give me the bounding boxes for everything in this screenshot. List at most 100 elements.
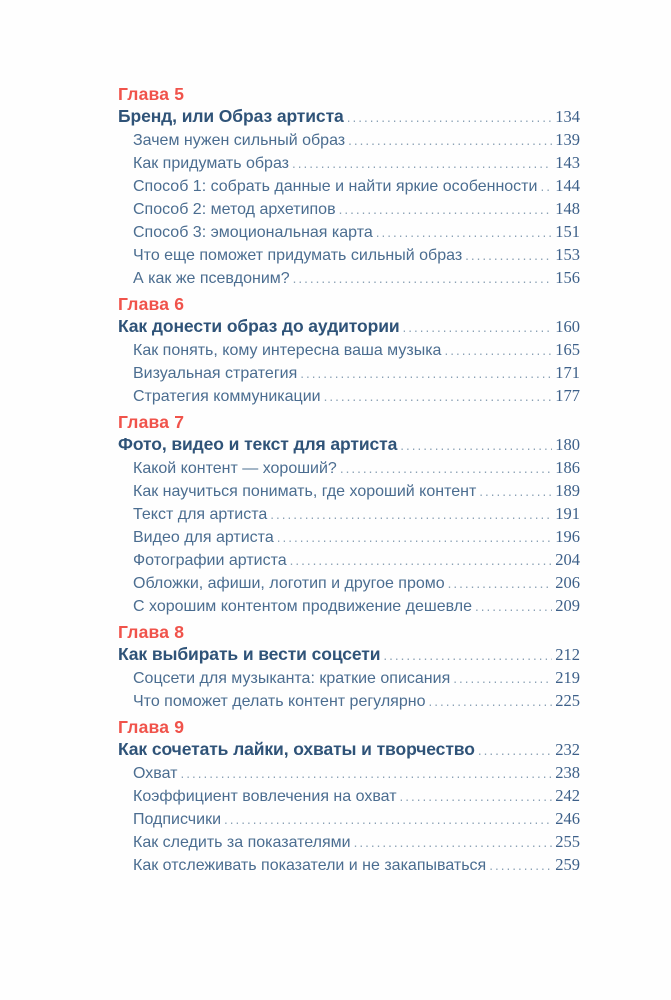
toc-entry: Что еще поможет придумать сильный образ … [118,244,580,267]
page-number: 151 [555,222,580,241]
page-number: 219 [555,668,580,687]
page-number: 189 [555,481,580,500]
chapter-block: Глава 7 Фото, видео и текст для артиста … [118,411,580,618]
dot-leader [348,130,552,152]
toc-entry-title: Что еще поможет придумать сильный образ [133,247,463,264]
dot-leader [444,340,552,362]
toc-entry-title: Видео для артиста [133,529,274,546]
toc-entry-title: Охват [133,765,178,782]
page-number: 259 [555,855,580,874]
toc-entry-title: Способ 3: эмоциональная карта [133,224,373,241]
dot-leader [478,740,552,762]
toc-entry-title: Как следить за показателями [133,834,351,851]
dot-leader [489,855,552,877]
dot-leader [340,458,552,480]
dot-leader [403,317,553,339]
toc-entry-title: Способ 1: собрать данные и найти яркие о… [133,178,538,195]
chapter-title: Как донести образ до аудитории [118,316,400,336]
chapter-label: Глава 5 [118,83,580,105]
toc-entry: Зачем нужен сильный образ 139 [118,129,580,152]
dot-leader [354,832,553,854]
dot-leader [180,763,552,785]
page-number: 255 [555,832,580,851]
table-of-contents: Глава 5 Бренд, или Образ артиста 134 Зач… [118,83,580,877]
toc-entry: Какой контент — хороший? 186 [118,457,580,480]
page-number: 134 [555,107,580,126]
page-number: 204 [555,550,580,569]
page-number: 242 [555,786,580,805]
page-number: 156 [555,268,580,287]
dot-leader [383,645,552,667]
dot-leader [428,691,552,713]
toc-entry-title: Подписчики [133,811,222,828]
page-number: 171 [555,363,580,382]
dot-leader [475,596,552,618]
page-number: 196 [555,527,580,546]
toc-entry-title: С хорошим контентом продвижение дешевле [133,598,472,615]
chapter-label-text: Глава 5 [118,84,185,104]
toc-entry: Соцсети для музыканта: краткие описания … [118,667,580,690]
chapter-title-row: Как донести образ до аудитории 160 [118,315,580,339]
page-number: 139 [555,130,580,149]
chapter-title-row: Как выбирать и вести соцсети 212 [118,643,580,667]
chapter-block: Глава 8 Как выбирать и вести соцсети 212… [118,621,580,713]
page-number: 186 [555,458,580,477]
chapter-title: Бренд, или Образ артиста [118,106,344,126]
toc-entry-title: Как придумать образ [133,155,289,172]
toc-entry-title: Обложки, афиши, логотип и другое промо [133,575,445,592]
toc-entry-title: А как же псевдоним? [133,270,290,287]
page-number: 153 [555,245,580,264]
chapter-block: Глава 6 Как донести образ до аудитории 1… [118,293,580,408]
page-number: 238 [555,763,580,782]
dot-leader [465,245,552,267]
page-number: 180 [555,435,580,454]
toc-entry: Подписчики 246 [118,808,580,831]
toc-entry-title: Что поможет делать контент регулярно [133,693,426,710]
toc-entry-title: Стратегия коммуникации [133,388,321,405]
toc-entry: А как же псевдоним? 156 [118,267,580,290]
chapter-title-row: Как сочетать лайки, охваты и творчество … [118,738,580,762]
toc-entry: Визуальная стратегия 171 [118,362,580,385]
toc-entry-title: Текст для артиста [133,506,268,523]
toc-entry: Фотографии артиста 204 [118,549,580,572]
page-number: 177 [555,386,580,405]
chapter-title: Как сочетать лайки, охваты и творчество [118,739,475,759]
toc-entry-title: Зачем нужен сильный образ [133,132,346,149]
page-number: 206 [555,573,580,592]
chapter-label: Глава 8 [118,621,580,643]
dot-leader [339,199,553,221]
toc-entry: Способ 2: метод архетипов 148 [118,198,580,221]
chapter-title: Как выбирать и вести соцсети [118,644,381,664]
toc-entry: Как научиться понимать, где хороший конт… [118,480,580,503]
chapter-title-row: Бренд, или Образ артиста 134 [118,105,580,129]
page-number: 209 [555,596,580,615]
chapter-block: Глава 5 Бренд, или Образ артиста 134 Зач… [118,83,580,290]
dot-leader [453,668,552,690]
toc-entry: Как отслеживать показатели и не закапыва… [118,854,580,877]
toc-entry: С хорошим контентом продвижение дешевле … [118,595,580,618]
toc-entry-title: Способ 2: метод архетипов [133,201,336,218]
toc-entry: Как придумать образ 143 [118,152,580,175]
chapter-label: Глава 7 [118,411,580,433]
dot-leader [324,386,553,408]
chapter-label-text: Глава 6 [118,294,185,314]
toc-entry-title: Как научиться понимать, где хороший конт… [133,483,477,500]
page-number: 212 [555,645,580,664]
toc-entry: Как понять, кому интересна ваша музыка 1… [118,339,580,362]
dot-leader [277,527,553,549]
page-number: 165 [555,340,580,359]
chapter-block: Глава 9 Как сочетать лайки, охваты и тво… [118,716,580,877]
toc-entry: Текст для артиста 191 [118,503,580,526]
dot-leader [292,153,552,175]
toc-entry: Способ 1: собрать данные и найти яркие о… [118,175,580,198]
page-number: 246 [555,809,580,828]
toc-entry-title: Соцсети для музыканта: краткие описания [133,670,451,687]
toc-entry: Коэффициент вовлечения на охват 242 [118,785,580,808]
dot-leader [290,550,553,572]
toc-entry: Как следить за показателями 255 [118,831,580,854]
toc-entry-title: Коэффициент вовлечения на охват [133,788,397,805]
page-number: 144 [555,176,580,195]
chapter-label-text: Глава 8 [118,622,185,642]
toc-entry-title: Как понять, кому интересна ваша музыка [133,342,442,359]
